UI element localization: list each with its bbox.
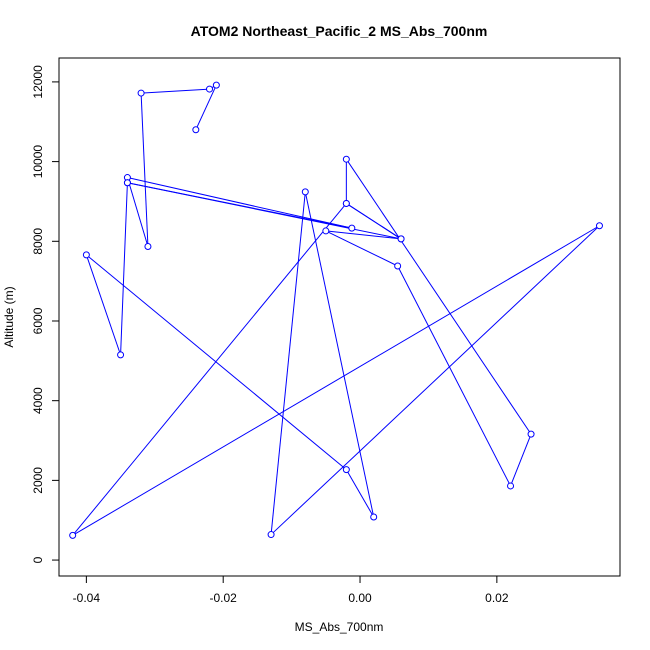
y-tick-label: 2000 [31, 467, 45, 494]
data-point [123, 179, 131, 187]
y-tick-label: 0 [31, 556, 45, 563]
x-axis-label: MS_Abs_700nm [295, 620, 384, 634]
y-axis: 0 2000 4000 6000 8000 10000 12000 [31, 65, 60, 563]
data-point [206, 85, 214, 93]
data-point [394, 262, 402, 270]
data-point [192, 126, 200, 134]
data-point [301, 188, 309, 196]
series-points [69, 81, 603, 539]
series-segment [72, 203, 347, 536]
y-tick-label: 4000 [31, 387, 45, 414]
series-segment [270, 191, 306, 535]
series-segment [195, 84, 217, 130]
series-segment [72, 225, 600, 536]
series-segment [85, 254, 122, 356]
x-tick-label: 0.00 [348, 591, 372, 605]
data-point [322, 227, 330, 235]
data-point [370, 513, 378, 521]
data-point [595, 222, 603, 230]
data-point [342, 199, 350, 207]
data-point [507, 482, 515, 490]
series-segment [270, 225, 600, 535]
series-segment [397, 265, 511, 487]
data-point [342, 155, 350, 163]
data-point [348, 224, 356, 232]
series-segment [304, 191, 375, 518]
x-axis: -0.04 -0.02 0.00 0.02 [73, 575, 509, 605]
data-point [144, 242, 152, 250]
data-point [527, 430, 535, 438]
y-tick-label: 10000 [31, 145, 45, 179]
series-segment [345, 158, 532, 435]
chart-title: ATOM2 Northeast_Pacific_2 MS_Abs_700nm [191, 23, 488, 39]
series-segment [126, 177, 149, 247]
series-segment [325, 230, 402, 240]
series-segment [345, 469, 375, 518]
data-point [342, 466, 350, 474]
y-tick-label: 6000 [31, 307, 45, 334]
x-tick-label: -0.04 [73, 591, 101, 605]
series-segment [141, 88, 210, 94]
data-point [82, 251, 90, 259]
series-segment [140, 93, 149, 247]
data-point [212, 81, 220, 89]
x-tick-label: -0.02 [210, 591, 238, 605]
series-segment [510, 433, 532, 487]
data-point [69, 531, 77, 539]
y-axis-label: Altitude (m) [2, 286, 16, 347]
series-segment [120, 182, 128, 355]
y-tick-label: 12000 [31, 65, 45, 99]
series-segment [86, 254, 347, 470]
y-tick-label: 8000 [31, 228, 45, 255]
data-point [117, 351, 125, 359]
data-point [267, 531, 275, 539]
series-lines [72, 84, 600, 536]
x-tick-label: 0.02 [485, 591, 509, 605]
series-segment [325, 230, 398, 267]
data-point [397, 235, 405, 243]
series-segment [346, 203, 402, 240]
series-segment [127, 182, 402, 240]
data-point [137, 89, 145, 97]
series-segment [127, 177, 352, 229]
